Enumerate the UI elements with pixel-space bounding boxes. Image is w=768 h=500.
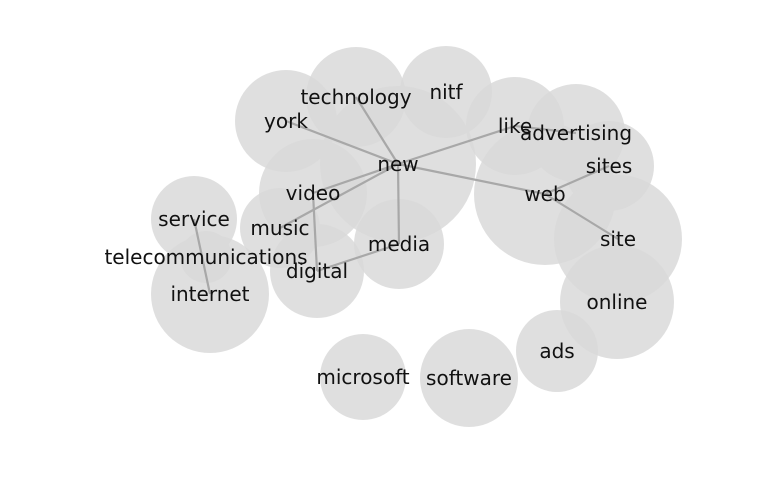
node-label-software: software (426, 366, 512, 390)
edge-media-digital (316, 242, 400, 273)
node-label-york: york (264, 109, 308, 133)
node-label-online: online (586, 290, 647, 314)
node-label-digital: digital (286, 259, 348, 283)
node-label-advertising: advertising (520, 121, 632, 145)
node-label-service: service (158, 207, 230, 231)
node-label-music: music (250, 216, 309, 240)
node-label-sites: sites (586, 154, 633, 178)
node-label-new: new (377, 152, 418, 176)
edge-service-internet (192, 218, 212, 295)
node-label-internet: internet (170, 282, 249, 306)
edges (192, 96, 619, 295)
edge-like-advertising (514, 124, 577, 135)
node-circle-software (420, 329, 518, 427)
edge-new-york (285, 119, 399, 166)
node-circle-microsoft (320, 334, 406, 420)
node-label-nitf: nitf (429, 80, 463, 104)
node-label-video: video (286, 181, 341, 205)
node-circle-ads (516, 310, 598, 392)
edge-new-technology (355, 96, 399, 165)
edge-new-video (312, 162, 399, 195)
node-label-ads: ads (539, 339, 574, 363)
node-label-media: media (368, 232, 430, 256)
node-label-site: site (600, 227, 636, 251)
edge-new-like (397, 124, 516, 166)
edge-new-media (396, 163, 401, 245)
node-label-telecommunications: telecommunications (104, 245, 307, 269)
edge-video-digital (311, 192, 319, 272)
node-label-web: web (524, 182, 565, 206)
edge-web-site (544, 193, 619, 240)
edge-web-sites (544, 164, 610, 196)
edge-new-music (279, 163, 399, 229)
node-label-like: like (498, 114, 532, 138)
edge-new-web (397, 162, 546, 196)
node-label-microsoft: microsoft (316, 365, 409, 389)
node-label-technology: technology (300, 85, 411, 109)
